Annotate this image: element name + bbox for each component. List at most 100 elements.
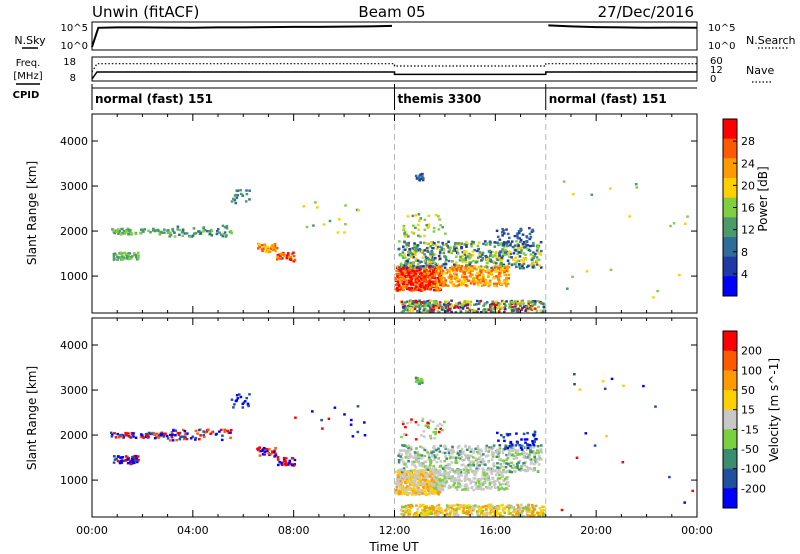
echo-point bbox=[473, 266, 476, 270]
echo-point bbox=[493, 265, 497, 268]
echo-point bbox=[199, 232, 202, 235]
echo-point bbox=[451, 485, 454, 488]
echo-point bbox=[442, 451, 445, 454]
echo-point bbox=[440, 246, 444, 249]
echo-point bbox=[422, 177, 425, 180]
echo-point bbox=[518, 237, 521, 240]
echo-point bbox=[406, 470, 410, 473]
velocity-colorbar-tick-label-3: 15 bbox=[741, 404, 755, 417]
cpid-row: normal (fast) 151 themis 3300 normal (fast… bbox=[91, 84, 697, 110]
echo-point bbox=[457, 480, 461, 483]
echo-point bbox=[454, 304, 458, 307]
echo-point bbox=[435, 300, 438, 303]
echo-point bbox=[447, 486, 451, 490]
echo-point bbox=[482, 460, 486, 463]
echo-point bbox=[501, 267, 505, 270]
echo-point bbox=[523, 464, 526, 467]
echo-point bbox=[171, 227, 174, 231]
echo-point bbox=[402, 476, 406, 479]
echo-point bbox=[441, 484, 444, 488]
echo-point bbox=[421, 379, 424, 383]
echo-point bbox=[439, 224, 442, 227]
echo-point bbox=[476, 447, 480, 450]
echo-point bbox=[411, 305, 415, 308]
echo-point bbox=[471, 269, 474, 272]
echo-point bbox=[520, 308, 523, 311]
echo-point bbox=[484, 508, 488, 511]
x-tick-label-3: 12:00 bbox=[379, 524, 411, 537]
echo-point bbox=[522, 515, 525, 518]
echo-point bbox=[409, 306, 413, 310]
echo-point bbox=[421, 274, 424, 277]
echo-point bbox=[425, 506, 429, 509]
echo-point bbox=[434, 513, 437, 516]
echo-point bbox=[503, 251, 507, 254]
echo-point bbox=[441, 241, 444, 245]
echo-point bbox=[491, 509, 494, 512]
echo-point bbox=[518, 255, 522, 258]
velocity-colorbar-swatch-5 bbox=[723, 429, 737, 450]
echo-point bbox=[447, 275, 451, 279]
echo-point bbox=[489, 303, 492, 307]
echo-point bbox=[486, 242, 489, 245]
echo-point bbox=[479, 460, 483, 464]
echo-point bbox=[128, 256, 132, 260]
echo-point bbox=[467, 458, 470, 461]
echo-point bbox=[443, 420, 446, 424]
freq-right-tick-mid: 12 bbox=[710, 65, 723, 76]
echo-point bbox=[468, 466, 472, 469]
echo-point bbox=[507, 273, 511, 276]
echo-point bbox=[407, 457, 410, 460]
echo-point bbox=[476, 513, 479, 516]
echo-point bbox=[429, 464, 432, 467]
echo-point bbox=[397, 452, 401, 455]
echo-point bbox=[492, 506, 496, 510]
echo-point bbox=[533, 266, 536, 269]
echo-point bbox=[469, 275, 472, 278]
echo-point bbox=[470, 448, 474, 451]
echo-point bbox=[535, 310, 539, 313]
echo-point bbox=[497, 504, 501, 508]
echo-point bbox=[652, 296, 655, 299]
echo-point bbox=[509, 440, 513, 444]
echo-point bbox=[500, 473, 503, 476]
echo-point bbox=[489, 507, 492, 510]
echo-point bbox=[470, 243, 473, 246]
echo-point bbox=[408, 448, 412, 452]
echo-point bbox=[220, 438, 224, 442]
echo-point bbox=[503, 271, 506, 274]
echo-point bbox=[521, 509, 524, 513]
echo-point bbox=[127, 435, 131, 438]
echo-point bbox=[409, 283, 413, 286]
echo-point bbox=[498, 477, 502, 480]
echo-point bbox=[499, 511, 502, 515]
echo-point bbox=[257, 243, 261, 246]
echo-point bbox=[463, 275, 466, 279]
echo-point bbox=[477, 485, 480, 488]
echo-point bbox=[292, 464, 296, 467]
echo-point bbox=[522, 260, 525, 263]
echo-point bbox=[530, 263, 533, 267]
echo-point bbox=[509, 464, 512, 468]
echo-point bbox=[122, 436, 125, 439]
echo-point bbox=[492, 268, 495, 271]
echo-point bbox=[468, 445, 471, 448]
echo-point bbox=[234, 201, 238, 205]
echo-point bbox=[506, 476, 509, 479]
echo-point bbox=[500, 265, 504, 268]
echo-point bbox=[457, 267, 461, 271]
echo-point bbox=[425, 269, 428, 272]
echo-point bbox=[395, 481, 398, 484]
echo-point bbox=[452, 483, 456, 487]
echo-point bbox=[498, 254, 501, 257]
echo-point bbox=[500, 264, 503, 267]
echo-point bbox=[429, 458, 432, 462]
echo-point bbox=[193, 232, 196, 235]
echo-point bbox=[540, 266, 543, 269]
echo-point bbox=[424, 279, 427, 282]
echo-point bbox=[476, 514, 480, 517]
echo-point bbox=[469, 510, 473, 513]
echo-point bbox=[514, 262, 518, 265]
echo-point bbox=[432, 226, 436, 230]
echo-point bbox=[398, 240, 401, 243]
